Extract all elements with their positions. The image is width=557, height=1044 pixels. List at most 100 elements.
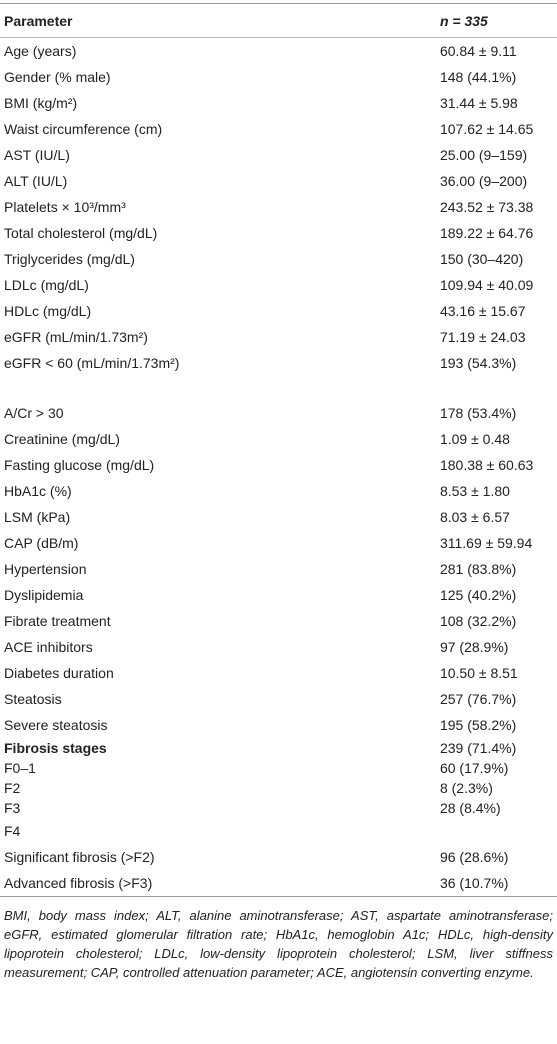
row-label: Diabetes duration (4, 665, 114, 681)
footnote: BMI, body mass index; ALT, alanine amino… (4, 908, 553, 980)
row-label: Waist circumference (cm) (4, 121, 163, 137)
table-body: Age (years) 60.84 ± 9.11 Gender (% male) 14… (0, 38, 557, 897)
row-label: LSM (kPa) (4, 509, 71, 525)
row-label: Age (years) (4, 43, 77, 59)
row-value: 31.44 ± 5.98 (439, 95, 518, 111)
row-label: Total cholesterol (mg/dL) (4, 225, 158, 241)
table-row: Platelets × 10³/mm³ 243.52 ± 73.38 (0, 194, 557, 220)
table-row: Creatinine (mg/dL) 1.09 ± 0.48 (0, 426, 557, 452)
table-row: BMI (kg/m²) 31.44 ± 5.98 (0, 90, 557, 116)
table-row: Significant fibrosis (>F2) 96 (28.6%) (0, 844, 557, 870)
row-label: F0–1 (4, 760, 36, 776)
row-value: 150 (30–420) (439, 251, 524, 267)
table-row: AST (IU/L) 25.00 (9–159) (0, 142, 557, 168)
table-row: Steatosis 257 (76.7%) (0, 686, 557, 712)
row-value: 281 (83.8%) (439, 561, 517, 577)
row-value: 25.00 (9–159) (439, 147, 528, 163)
table-row: eGFR < 60 (mL/min/1.73m²) 193 (54.3%) (0, 350, 557, 400)
table-row: Triglycerides (mg/dL) 150 (30–420) (0, 246, 557, 272)
row-value: 107.62 ± 14.65 (439, 121, 534, 137)
row-label: Steatosis (4, 691, 62, 707)
row-label: F3 (4, 800, 21, 816)
row-value: 125 (40.2%) (439, 587, 517, 603)
table-row: Fibrate treatment 108 (32.2%) (0, 608, 557, 634)
row-value: 97 (28.9%) (439, 639, 509, 655)
row-value: 257 (76.7%) (439, 691, 517, 707)
row-value: 189.22 ± 64.76 (439, 225, 534, 241)
row-label: Significant fibrosis (>F2) (4, 849, 155, 865)
row-label: HDLc (mg/dL) (4, 303, 92, 319)
row-label: Dyslipidemia (4, 587, 84, 603)
header-cell: Parameter (0, 3, 438, 38)
table-row: Age (years) 60.84 ± 9.11 (0, 38, 557, 65)
row-label: Gender (% male) (4, 69, 111, 85)
row-value (438, 818, 557, 844)
table-row: Severe steatosis 195 (58.2%) (0, 712, 557, 738)
row-label: Fibrate treatment (4, 613, 111, 629)
table-row: F0–1 60 (17.9%) (0, 758, 557, 778)
row-label: AST (IU/L) (4, 147, 70, 163)
row-value: 96 (28.6%) (439, 849, 509, 865)
table-row: eGFR (mL/min/1.73m²) 71.19 ± 24.03 (0, 324, 557, 350)
row-label: ACE inhibitors (4, 639, 93, 655)
header-cell: n = 335 (437, 3, 557, 38)
row-label: Fasting glucose (mg/dL) (4, 457, 155, 473)
row-value: 108 (32.2%) (439, 613, 517, 629)
row-value: 10.50 ± 8.51 (439, 665, 518, 681)
row-label: Severe steatosis (4, 717, 108, 733)
row-value: 243.52 ± 73.38 (439, 199, 534, 215)
row-label: Triglycerides (mg/dL) (4, 251, 135, 267)
row-value: 180.38 ± 60.63 (439, 457, 534, 473)
row-value: 71.19 ± 24.03 (439, 329, 526, 345)
table-row: Total cholesterol (mg/dL) 189.22 ± 64.76 (0, 220, 557, 246)
table-row: ACE inhibitors 97 (28.9%) (0, 634, 557, 660)
row-label: F4 (4, 823, 21, 839)
table-row: Hypertension 281 (83.8%) (0, 556, 557, 582)
table-row: Advanced fibrosis (>F3) 36 (10.7%) (0, 870, 557, 897)
row-label: LDLc (mg/dL) (4, 277, 89, 293)
row-label: HbA1c (%) (4, 483, 72, 499)
table-row: Fibrosis stages 239 (71.4%) (0, 738, 557, 758)
table-wrapper: Parameter n = 335 Age (years) 60.84 ± 9.1… (0, 3, 557, 980)
row-value: 109.94 ± 40.09 (439, 277, 534, 293)
table-row: Dyslipidemia 125 (40.2%) (0, 582, 557, 608)
row-label: Advanced fibrosis (>F3) (4, 875, 153, 891)
row-label: Platelets × 10³/mm³ (4, 199, 126, 215)
table-row: LSM (kPa) 8.03 ± 6.57 (0, 504, 557, 530)
row-value: 60.84 ± 9.11 (439, 43, 517, 59)
row-value: 178 (53.4%) (439, 405, 517, 421)
table-row: HbA1c (%) 8.53 ± 1.80 (0, 478, 557, 504)
table-row: CAP (dB/m) 311.69 ± 59.94 (0, 530, 557, 556)
row-value: 8 (2.3%) (439, 780, 493, 796)
row-label: F2 (4, 780, 21, 796)
table-row: HDLc (mg/dL) 43.16 ± 15.67 (0, 298, 557, 324)
row-value: 193 (54.3%) (439, 355, 517, 371)
row-value: 1.09 ± 0.48 (439, 431, 510, 447)
row-value: 239 (71.4%) (439, 740, 517, 756)
row-value: 8.53 ± 1.80 (439, 483, 510, 499)
row-label: CAP (dB/m) (4, 535, 79, 551)
row-value: 311.69 ± 59.94 (439, 535, 533, 551)
table-row: A/Cr > 30 178 (53.4%) (0, 400, 557, 426)
table-row: LDLc (mg/dL) 109.94 ± 40.09 (0, 272, 557, 298)
row-value: 43.16 ± 15.67 (439, 303, 526, 319)
row-value: 148 (44.1%) (439, 69, 517, 85)
row-label: eGFR < 60 (mL/min/1.73m²) (4, 355, 180, 371)
row-value: 195 (58.2%) (439, 717, 517, 733)
row-label: Hypertension (4, 561, 87, 577)
row-label: ALT (IU/L) (4, 173, 68, 189)
table-row: Fasting glucose (mg/dL) 180.38 ± 60.63 (0, 452, 557, 478)
row-label: BMI (kg/m²) (4, 95, 78, 111)
row-label: A/Cr > 30 (4, 405, 64, 421)
row-label: eGFR (mL/min/1.73m²) (4, 329, 148, 345)
table-row: F2 8 (2.3%) (0, 778, 557, 798)
table-row: Diabetes duration 10.50 ± 8.51 (0, 660, 557, 686)
header-row: Parameter n = 335 (0, 3, 557, 38)
row-value: 36.00 (9–200) (439, 173, 528, 189)
row-label: Creatinine (mg/dL) (4, 431, 120, 447)
row-label: Fibrosis stages (4, 740, 107, 756)
table-row: F3 28 (8.4%) (0, 798, 557, 818)
row-value: 28 (8.4%) (439, 800, 501, 816)
row-value: 8.03 ± 6.57 (439, 509, 510, 525)
